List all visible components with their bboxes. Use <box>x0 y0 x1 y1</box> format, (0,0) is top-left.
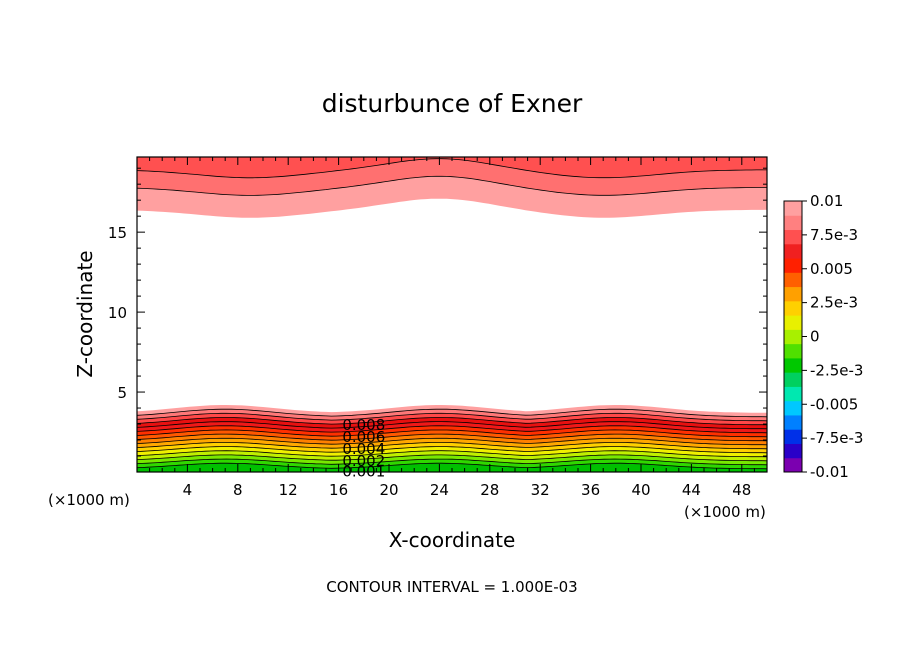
y-axis: 5 10 15 <box>108 167 767 457</box>
x-tick-label: 44 <box>682 481 701 499</box>
contour-plot-area <box>136 157 768 472</box>
x-tick-label: 48 <box>732 481 751 499</box>
colorbar-segment <box>784 258 802 273</box>
y-tick-label: 10 <box>108 304 127 322</box>
x-tick-label: 4 <box>183 481 193 499</box>
contour-line <box>136 433 768 442</box>
contour-value-label: 0.004 <box>342 440 385 458</box>
contour-value-label: 0.008 <box>342 416 385 434</box>
colorbar-segment <box>784 372 802 387</box>
contour-line <box>136 425 768 434</box>
colorbar-tick-label: 2.5e-3 <box>810 294 858 312</box>
colorbar-segment <box>784 201 802 216</box>
x-tick-label: 8 <box>233 481 243 499</box>
y-tick-label: 5 <box>117 384 127 402</box>
x-tick-label: 12 <box>279 481 298 499</box>
colorbar: 0.01 7.5e-3 0.005 2.5e-3 0 -2.5e-3 -0.005 -7.5e… <box>783 192 863 481</box>
colorbar-segment <box>784 357 802 373</box>
x-tick-label: 36 <box>581 481 600 499</box>
contour-value-label: 0.006 <box>342 428 385 446</box>
contour-interval-note: CONTOUR INTERVAL = 1.000E-03 <box>326 578 577 596</box>
colorbar-segment <box>784 215 802 231</box>
x-tick-label: 20 <box>379 481 398 499</box>
colorbar-segment <box>784 429 802 444</box>
colorbar-tick-label: -0.01 <box>810 463 849 481</box>
contour-line <box>136 175 767 196</box>
contour-line <box>136 417 768 426</box>
colorbar-tick-label: 0.01 <box>810 192 843 210</box>
contour-line <box>136 454 768 462</box>
x-unit-right: (×1000 m) <box>684 503 766 521</box>
contour-line <box>136 450 768 458</box>
contour-line <box>136 458 768 466</box>
contour-value-label: 0.001 <box>342 462 385 480</box>
contour-line <box>136 437 768 446</box>
x-tick-label: 40 <box>631 481 650 499</box>
x-unit-left: (×1000 m) <box>48 491 130 509</box>
x-tick-label: 32 <box>531 481 550 499</box>
x-axis: 4 8 12 16 20 24 28 32 36 40 44 48 <box>149 157 755 499</box>
colorbar-segment <box>784 386 802 402</box>
colorbar-tick-label: -2.5e-3 <box>810 361 863 379</box>
lower-band-fill <box>137 463 767 472</box>
colorbar-segment <box>784 300 802 316</box>
colorbar-segment <box>784 243 802 259</box>
colorbar-tick-label: 0 <box>810 328 820 346</box>
colorbar-segment <box>784 229 802 245</box>
contour-line <box>136 442 768 450</box>
y-tick-label: 15 <box>108 224 127 242</box>
colorbar-segment <box>784 286 802 302</box>
chart-title: disturbunce of Exner <box>322 89 583 118</box>
contour-line <box>136 462 768 470</box>
x-tick-label: 24 <box>430 481 449 499</box>
colorbar-segment <box>784 400 802 416</box>
colorbar-segment <box>784 414 802 430</box>
colorbar-segment <box>784 329 802 345</box>
colorbar-segment <box>784 315 802 330</box>
colorbar-tick-label: 7.5e-3 <box>810 226 858 244</box>
colorbar-tick-label: -0.005 <box>810 395 858 413</box>
y-axis-label: Z-coordinate <box>73 250 97 377</box>
contour-line <box>136 408 768 418</box>
contour-line <box>136 429 768 438</box>
colorbar-segment <box>784 272 802 288</box>
colorbar-segment <box>784 457 802 473</box>
contour-line <box>136 421 768 430</box>
x-tick-label: 16 <box>329 481 348 499</box>
contour-value-label: 0.002 <box>342 452 385 470</box>
x-axis-label: X-coordinate <box>389 528 516 552</box>
colorbar-tick-label: 0.005 <box>810 260 853 278</box>
contour-line <box>136 446 768 454</box>
colorbar-tick-label: -7.5e-3 <box>810 429 863 447</box>
upper-band-fill <box>137 157 767 178</box>
colorbar-segment <box>784 443 802 459</box>
x-tick-label: 28 <box>480 481 499 499</box>
colorbar-segment <box>784 343 802 359</box>
contour-line <box>136 412 768 422</box>
